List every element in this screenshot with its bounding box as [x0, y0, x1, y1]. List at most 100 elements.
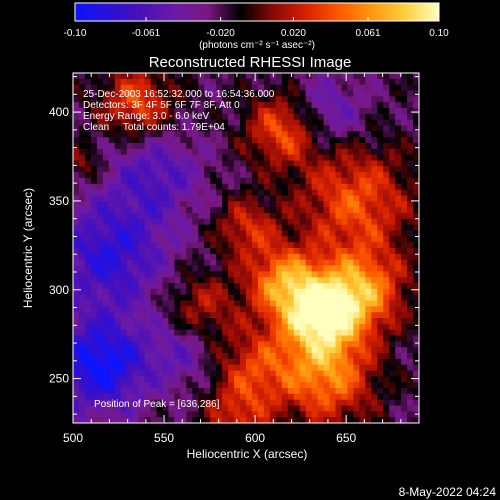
heatmap-cell [311, 248, 318, 255]
heatmap-cell [162, 283, 169, 290]
heatmap-cell [407, 382, 414, 389]
heatmap-cell [144, 393, 151, 401]
heatmap-cell [311, 335, 318, 342]
heatmap-cell [305, 183, 313, 191]
heatmap-cell [323, 125, 330, 132]
heatmap-cell [341, 102, 348, 109]
heatmap-cell [365, 102, 372, 109]
heatmap-cell [144, 189, 151, 196]
heatmap-cell [73, 382, 80, 389]
heatmap-cell [323, 183, 330, 191]
annotation-counts: Clean Total counts: 1.79E+04 [83, 122, 225, 133]
heatmap-cell [180, 294, 187, 301]
heatmap-cell [329, 318, 336, 325]
heatmap-cell [138, 294, 145, 301]
heatmap-cell [174, 84, 181, 91]
heatmap-cell [293, 125, 301, 132]
heatmap-cell [108, 78, 116, 86]
heatmap-cell [216, 218, 223, 226]
heatmap-cell [210, 207, 217, 214]
heatmap-cell [132, 271, 140, 278]
heatmap-cell [287, 259, 295, 266]
heatmap-cell [407, 178, 414, 185]
heatmap-cell [353, 160, 360, 167]
heatmap-cell [240, 189, 247, 196]
heatmap-cell [281, 224, 289, 231]
heatmap-cell [269, 166, 277, 173]
heatmap-cell [341, 283, 348, 290]
heatmap-cell [174, 213, 181, 220]
heatmap-cell [377, 178, 384, 185]
heatmap-cell [108, 358, 116, 366]
heatmap-cell [120, 405, 128, 412]
heatmap-cell [222, 108, 229, 115]
heatmap-cell [162, 218, 169, 226]
heatmap-cell [359, 271, 366, 278]
heatmap-cell [102, 90, 110, 97]
heatmap-cell [389, 248, 396, 255]
heatmap-cell [168, 417, 175, 424]
heatmap-cell [108, 213, 116, 220]
heatmap-cell [73, 329, 80, 336]
heatmap-cell [329, 131, 336, 138]
heatmap-cell [108, 294, 116, 301]
heatmap-cell [389, 143, 396, 150]
heatmap-cell [335, 242, 342, 249]
heatmap-cell [371, 236, 378, 243]
heatmap-cell [144, 148, 151, 156]
annotation-detectors: Detectors: 3F 4F 5F 6F 7F 8F, Att 0 [83, 100, 240, 111]
annotation-energy-range: Energy Range: 3.0 - 6.0 keV [83, 111, 210, 122]
x-tick-label: 600 [245, 431, 265, 445]
heatmap-cell [114, 207, 122, 214]
heatmap-cell [347, 236, 354, 243]
heatmap-cell [353, 143, 360, 150]
heatmap-cell [246, 364, 253, 371]
heatmap-cell [162, 335, 169, 342]
heatmap-cell [329, 323, 336, 331]
heatmap-cell [311, 294, 318, 301]
heatmap-cell [323, 119, 330, 126]
heatmap-cell [222, 125, 229, 132]
heatmap-cell [269, 318, 277, 325]
heatmap-cell [114, 236, 122, 243]
heatmap-cell [299, 288, 307, 296]
heatmap-cell [401, 323, 408, 331]
heatmap-cell [240, 312, 247, 319]
heatmap-cell [180, 189, 187, 196]
heatmap-cell [293, 242, 301, 249]
heatmap-cell [347, 172, 354, 179]
heatmap-cell [347, 288, 354, 296]
heatmap-cell [156, 160, 163, 167]
heatmap-cell [257, 96, 265, 103]
heatmap-cell [293, 393, 301, 401]
heatmap-cell [359, 393, 366, 401]
heatmap-cell [156, 113, 163, 121]
heatmap-cell [180, 236, 187, 243]
heatmap-cell [138, 230, 145, 237]
heatmap-cell [126, 318, 134, 325]
heatmap-cell [263, 364, 271, 371]
heatmap-cell [78, 300, 86, 307]
heatmap-cell [96, 148, 104, 156]
heatmap-cell [144, 277, 151, 284]
heatmap-cell [407, 288, 414, 296]
heatmap-cell [389, 358, 396, 366]
heatmap-cell [198, 399, 205, 406]
heatmap-cell [210, 119, 217, 126]
heatmap-cell [287, 288, 295, 296]
heatmap-cell [156, 265, 163, 272]
heatmap-cell [335, 195, 342, 202]
heatmap-cell [401, 84, 408, 91]
heatmap-cell [275, 393, 283, 401]
heatmap-cell [317, 113, 324, 121]
heatmap-cell [186, 318, 193, 325]
heatmap-cell [275, 213, 283, 220]
heatmap-cell [240, 358, 247, 366]
heatmap-cell [174, 341, 181, 348]
heatmap-cell [102, 242, 110, 249]
heatmap-cell [132, 230, 140, 237]
heatmap-cell [84, 300, 92, 307]
colorbar-tick-label: 0.020 [281, 28, 306, 39]
heatmap-cell [216, 201, 223, 208]
